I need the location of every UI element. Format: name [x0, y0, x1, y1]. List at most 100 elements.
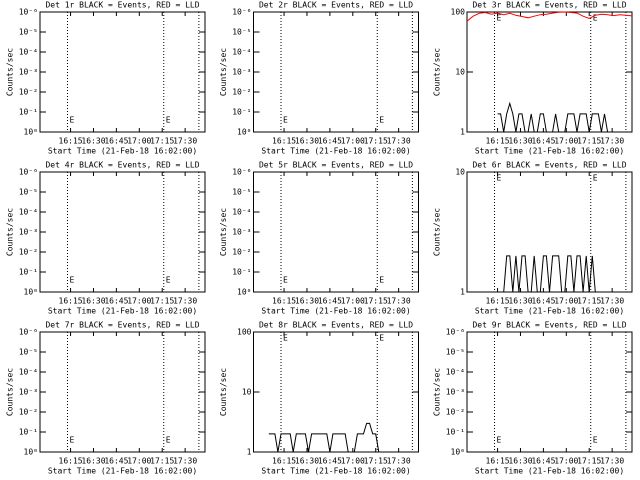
panel-title: Det 5r BLACK = Events, RED = LLD — [259, 161, 413, 170]
x-tick-label: 17:15 — [364, 297, 388, 306]
y-tick-label: 10⁻² — [19, 248, 38, 257]
event-marker: E — [70, 276, 75, 285]
panel-title: Det 8r BLACK = Events, RED = LLD — [259, 321, 413, 330]
x-tick-label: 17:15 — [364, 137, 388, 146]
x-tick-label: 16:45 — [104, 297, 128, 306]
event-marker: E — [593, 14, 598, 23]
event-marker: E — [70, 116, 75, 125]
x-tick-label: 17:30 — [387, 457, 411, 466]
panel-title: Det 1r BLACK = Events, RED = LLD — [45, 1, 199, 10]
panel: Det 2r BLACK = Events, RED = LLD Start Ti… — [219, 1, 419, 156]
x-tick-label: 16:45 — [531, 137, 555, 146]
event-marker: E — [166, 116, 171, 125]
y-tick-label: 10⁻³ — [19, 388, 38, 397]
x-tick-label: 17:15 — [577, 297, 601, 306]
y-tick-label: 10⁻⁵ — [232, 188, 251, 197]
x-tick-label: 17:00 — [341, 137, 365, 146]
event-marker: E — [283, 276, 288, 285]
event-marker: E — [283, 334, 288, 343]
panel-title: Det 9r BLACK = Events, RED = LLD — [472, 321, 626, 330]
event-marker: E — [497, 436, 502, 445]
event-marker: E — [379, 276, 384, 285]
x-tick-label: 16:15 — [59, 137, 83, 146]
x-tick-label: 17:30 — [173, 137, 197, 146]
x-tick-label: 16:30 — [81, 137, 105, 146]
event-marker: E — [166, 436, 171, 445]
y-tick-label: 10⁻¹ — [446, 428, 465, 437]
panel-title: Det 2r BLACK = Events, RED = LLD — [259, 1, 413, 10]
x-tick-label: 16:15 — [59, 297, 83, 306]
x-tick-label: 16:30 — [81, 457, 105, 466]
y-tick-label: 10⁻⁵ — [446, 348, 465, 357]
event-marker: E — [379, 334, 384, 343]
x-tick-label: 17:30 — [600, 297, 624, 306]
y-tick-label: 10⁻³ — [19, 68, 38, 77]
y-tick-label: 10⁰ — [24, 448, 38, 457]
y-tick-label: 10⁻⁵ — [19, 188, 38, 197]
x-tick-label: 17:15 — [364, 457, 388, 466]
y-tick-label: 10⁰ — [24, 288, 38, 297]
panel: Det 1r BLACK = Events, RED = LLD Start Ti… — [6, 1, 206, 156]
y-tick-label: 10 — [455, 168, 465, 177]
data-line — [466, 11, 633, 22]
x-tick-label: 17:00 — [554, 457, 578, 466]
y-tick-label: 10⁻⁵ — [232, 28, 251, 37]
y-tick-label: 10⁰ — [451, 448, 465, 457]
panel-title: Det 3r BLACK = Events, RED = LLD — [472, 1, 626, 10]
x-tick-label: 16:15 — [272, 297, 296, 306]
y-tick-label: 10⁻⁶ — [19, 328, 38, 337]
x-tick-label: 16:15 — [272, 457, 296, 466]
x-tick-label: 16:45 — [531, 297, 555, 306]
x-tick-label: 16:15 — [486, 297, 510, 306]
plot-frame — [39, 331, 206, 453]
y-tick-label: 10⁻⁴ — [19, 48, 38, 57]
x-tick-label: 17:30 — [173, 457, 197, 466]
y-tick-label: 10⁻¹ — [19, 108, 38, 117]
x-tick-label: 17:15 — [150, 297, 174, 306]
y-tick-label: 10⁻² — [232, 248, 251, 257]
x-tick-label: 17:15 — [150, 457, 174, 466]
y-tick-label: 10⁻² — [19, 408, 38, 417]
plot-frame — [253, 11, 419, 133]
y-tick-label: 10⁻¹ — [232, 268, 251, 277]
x-tick-label: 17:00 — [127, 457, 151, 466]
y-axis-label: Counts/sec — [219, 208, 228, 256]
y-tick-label: 10⁻¹ — [232, 108, 251, 117]
y-tick-label: 10⁻⁵ — [19, 28, 38, 37]
panel: Det 6r BLACK = Events, RED = LLD Start Ti… — [433, 161, 633, 316]
panel-title: Det 6r BLACK = Events, RED = LLD — [472, 161, 626, 170]
data-line — [497, 101, 614, 133]
x-axis-label: Start Time (21-Feb-18 16:02:00) — [48, 467, 197, 476]
plot-frame — [466, 171, 633, 293]
x-tick-label: 17:00 — [554, 137, 578, 146]
y-tick-label: 10⁻² — [446, 408, 465, 417]
y-axis-label: Counts/sec — [433, 48, 442, 96]
y-tick-label: 10⁰ — [237, 288, 251, 297]
y-axis-label: Counts/sec — [6, 368, 15, 416]
y-axis-label: Counts/sec — [219, 48, 228, 96]
data-line — [268, 422, 382, 453]
event-marker: E — [497, 174, 502, 183]
plot-frame — [466, 11, 633, 133]
y-axis-label: Counts/sec — [219, 368, 228, 416]
y-tick-label: 10 — [242, 388, 252, 397]
x-tick-label: 17:30 — [600, 137, 624, 146]
plot-frame — [39, 11, 206, 133]
x-axis-label: Start Time (21-Feb-18 16:02:00) — [261, 467, 410, 476]
x-tick-label: 16:30 — [295, 457, 319, 466]
x-tick-label: 17:30 — [173, 297, 197, 306]
event-marker: E — [593, 174, 598, 183]
y-tick-label: 10⁻⁵ — [19, 348, 38, 357]
panel: Det 3r BLACK = Events, RED = LLD Start Ti… — [433, 1, 633, 156]
data-line — [503, 255, 596, 293]
x-axis-label: Start Time (21-Feb-18 16:02:00) — [475, 307, 624, 316]
x-tick-label: 16:30 — [508, 297, 532, 306]
event-marker: E — [379, 116, 384, 125]
x-axis-label: Start Time (21-Feb-18 16:02:00) — [261, 307, 410, 316]
y-tick-label: 10⁻⁶ — [19, 8, 38, 17]
x-tick-label: 17:15 — [577, 137, 601, 146]
x-tick-label: 16:45 — [104, 457, 128, 466]
x-tick-label: 17:00 — [554, 297, 578, 306]
